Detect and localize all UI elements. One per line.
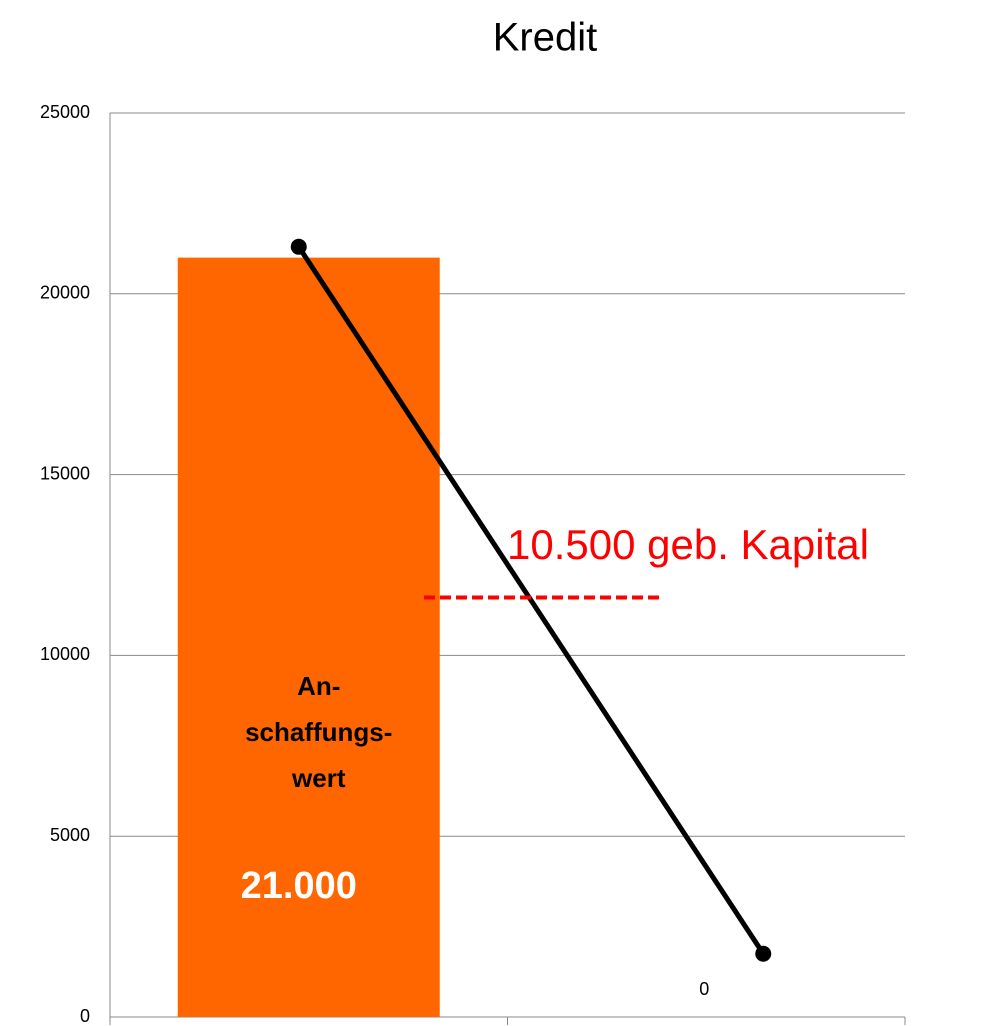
line-point	[755, 945, 772, 962]
chart-title: Kredit	[493, 16, 598, 60]
bar-text: wert	[291, 763, 346, 793]
annotation: 10.500 geb. Kapital	[507, 521, 869, 568]
y-tick-label: 20000	[40, 283, 90, 303]
y-tick-label: 25000	[40, 102, 90, 122]
bar-text: An-	[297, 671, 340, 701]
line	[296, 245, 766, 956]
y-tick-label: 10000	[40, 644, 90, 664]
value-label: 21.000	[241, 865, 357, 907]
value-label: 0	[699, 979, 709, 999]
y-tick-label: 0	[80, 1006, 90, 1026]
y-tick-label: 5000	[50, 825, 90, 845]
line-point	[290, 238, 307, 255]
bar	[177, 257, 440, 1017]
y-tick-label: 15000	[40, 463, 90, 483]
bar-text: schaffungs-	[245, 717, 392, 747]
